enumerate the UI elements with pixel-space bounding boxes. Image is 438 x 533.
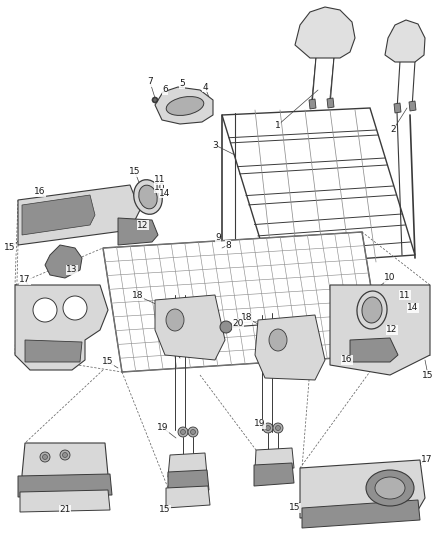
Circle shape: [33, 298, 57, 322]
Ellipse shape: [366, 470, 414, 506]
Polygon shape: [15, 285, 108, 370]
Text: 8: 8: [225, 240, 231, 249]
Polygon shape: [155, 295, 225, 360]
Text: 5: 5: [179, 79, 185, 88]
Text: 10: 10: [384, 273, 396, 282]
Text: 14: 14: [159, 189, 171, 198]
Polygon shape: [22, 443, 108, 495]
Text: 15: 15: [289, 504, 301, 513]
Circle shape: [276, 425, 280, 431]
Circle shape: [42, 455, 47, 459]
Text: 10: 10: [154, 183, 166, 192]
Circle shape: [265, 425, 271, 431]
Text: 18: 18: [132, 292, 144, 301]
Text: 11: 11: [154, 175, 166, 184]
Circle shape: [273, 423, 283, 433]
Text: 19: 19: [157, 424, 169, 432]
Polygon shape: [255, 448, 294, 470]
Polygon shape: [385, 20, 425, 62]
Text: 12: 12: [137, 221, 148, 230]
Polygon shape: [168, 453, 207, 477]
Ellipse shape: [375, 477, 405, 499]
Text: 16: 16: [341, 356, 353, 365]
Polygon shape: [25, 340, 82, 362]
Text: 9: 9: [215, 233, 221, 243]
Circle shape: [152, 97, 158, 103]
Text: 16: 16: [34, 188, 46, 197]
Text: 15: 15: [129, 167, 141, 176]
Circle shape: [180, 430, 186, 434]
Polygon shape: [409, 101, 416, 111]
Text: 2: 2: [390, 125, 396, 134]
Text: 20: 20: [232, 319, 244, 328]
Polygon shape: [22, 195, 95, 235]
Ellipse shape: [269, 329, 287, 351]
Text: 15: 15: [422, 370, 434, 379]
Text: 4: 4: [202, 83, 208, 92]
Text: 21: 21: [59, 505, 71, 514]
Circle shape: [191, 430, 195, 434]
Polygon shape: [168, 470, 209, 493]
Circle shape: [60, 450, 70, 460]
Text: 6: 6: [162, 85, 168, 94]
Text: 17: 17: [421, 456, 433, 464]
Polygon shape: [255, 315, 325, 380]
Text: 11: 11: [399, 290, 411, 300]
Ellipse shape: [139, 185, 157, 209]
Text: 18: 18: [241, 313, 253, 322]
Polygon shape: [300, 460, 425, 518]
Circle shape: [263, 423, 273, 433]
Text: 3: 3: [212, 141, 218, 149]
Ellipse shape: [134, 180, 162, 214]
Polygon shape: [118, 218, 158, 245]
Text: 15: 15: [4, 244, 16, 253]
Circle shape: [63, 296, 87, 320]
Polygon shape: [20, 490, 110, 512]
Circle shape: [178, 427, 188, 437]
Ellipse shape: [362, 297, 382, 323]
Circle shape: [153, 99, 156, 101]
Text: 1: 1: [275, 120, 281, 130]
Polygon shape: [222, 108, 415, 265]
Polygon shape: [394, 103, 401, 113]
Text: 15: 15: [102, 358, 114, 367]
Polygon shape: [166, 486, 210, 508]
Circle shape: [63, 453, 67, 457]
Ellipse shape: [357, 291, 387, 329]
Text: 17: 17: [19, 276, 31, 285]
Text: 13: 13: [66, 265, 78, 274]
Circle shape: [220, 321, 232, 333]
Polygon shape: [295, 7, 355, 58]
Polygon shape: [45, 245, 82, 278]
Polygon shape: [302, 500, 420, 528]
Text: 19: 19: [254, 419, 266, 429]
Polygon shape: [330, 285, 430, 375]
Text: 12: 12: [386, 326, 398, 335]
Polygon shape: [327, 98, 334, 108]
Text: 7: 7: [147, 77, 153, 86]
Polygon shape: [254, 463, 294, 486]
Circle shape: [40, 452, 50, 462]
Ellipse shape: [166, 96, 204, 116]
Polygon shape: [18, 474, 112, 497]
Ellipse shape: [166, 309, 184, 331]
Polygon shape: [155, 87, 213, 124]
Text: 14: 14: [407, 303, 419, 312]
Text: 15: 15: [159, 505, 171, 514]
Polygon shape: [350, 338, 398, 362]
Polygon shape: [309, 99, 316, 109]
Circle shape: [188, 427, 198, 437]
Polygon shape: [103, 232, 382, 372]
Polygon shape: [18, 185, 140, 245]
